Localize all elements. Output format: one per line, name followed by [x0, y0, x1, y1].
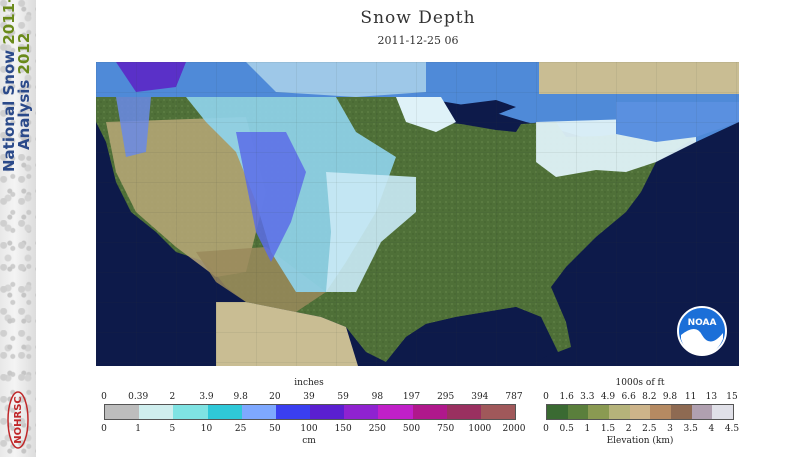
- snow-legend-tick-label: 25: [234, 424, 247, 434]
- elevation-legend-tick-label: 4.5: [724, 424, 740, 434]
- page-title: Snow Depth: [360, 8, 476, 28]
- snow-legend-swatch: [412, 405, 447, 419]
- elevation-legend-swatch: [567, 405, 589, 419]
- elevation-legend-km-unit: Elevation (km): [606, 436, 674, 446]
- snow-legend-cm-unit: cm: [302, 436, 316, 446]
- elevation-legend-tick-label: 0.5: [559, 424, 574, 434]
- elevation-legend-tick-label: 2: [625, 424, 632, 434]
- elevation-legend-swatch: [691, 405, 713, 419]
- elevation-legend-tick-label: 3.5: [683, 424, 698, 434]
- snow-legend-swatch: [344, 405, 379, 419]
- snow-legend-tick-label: 0.39: [128, 392, 149, 402]
- snow-legend-inches-unit: inches: [294, 378, 324, 388]
- snow-texture: [0, 0, 36, 457]
- elevation-legend-swatch: [609, 405, 630, 419]
- snow-legend-tick-label: 98: [371, 392, 384, 402]
- nohrsc-logo-text: NOHRSC: [13, 396, 24, 443]
- elevation-legend-swatch: [629, 405, 651, 419]
- elevation-legend-swatch: [650, 405, 672, 419]
- snow-legend-tick-label: 3.9: [199, 392, 214, 402]
- elevation-legend-tick-label: 15: [726, 392, 738, 402]
- snow-legend-tick-label: 100: [300, 424, 318, 434]
- snow-legend-tick-label: 394: [471, 392, 489, 402]
- elevation-legend-tick-label: 4: [708, 424, 715, 434]
- snow-legend-tick-label: 150: [334, 424, 352, 434]
- elevation-legend-tick-label: 1.6: [559, 392, 574, 402]
- elevation-legend-swatch: [547, 405, 568, 419]
- elevation-legend-tick-label: 1: [584, 424, 591, 434]
- noaa-logo: NOAA: [677, 306, 727, 356]
- elevation-legend-tick-label: 3: [667, 424, 673, 434]
- snow-legend-tick-label: 1: [135, 424, 142, 434]
- map-canvas: [96, 62, 739, 366]
- snow-legend-swatch: [275, 405, 311, 419]
- snow-legend-swatch: [139, 405, 174, 419]
- snow-legend-tick-label: 20: [269, 392, 281, 402]
- elevation-legend-tick-label: 9.8: [662, 392, 678, 402]
- elevation-legend-tick-label: 1.5: [600, 424, 616, 434]
- elevation-legend-tick-label: 0: [543, 392, 549, 402]
- snow-legend-tick-label: 750: [437, 424, 455, 434]
- snow-legend-tick-label: 1000: [468, 424, 492, 434]
- snow-legend-tick-label: 59: [337, 392, 349, 402]
- snow-legend-swatch: [446, 405, 481, 419]
- snow-legend-tick-label: 500: [402, 424, 421, 434]
- snow-legend-tick-label: 39: [303, 392, 315, 402]
- snow-legend-tick-label: 250: [368, 424, 386, 434]
- elevation-legend-tick-label: 8.2: [642, 392, 657, 402]
- snow-legend-tick-label: 0: [101, 424, 107, 434]
- elevation-legend-tick-label: 0: [543, 424, 549, 434]
- snow-legend-tick-label: 295: [437, 392, 455, 402]
- snow-legend-tick-label: 787: [505, 392, 523, 402]
- snow-legend-tick-label: 5: [169, 424, 176, 434]
- brand-line-2: Analysis: [15, 74, 33, 150]
- snow-legend-swatch: [105, 405, 140, 419]
- elevation-legend-tick-label: 11: [684, 392, 697, 402]
- snow-legend-swatch: [207, 405, 242, 419]
- noaa-logo-text: NOAA: [688, 318, 717, 328]
- sidebar-banner: National Snow 2011- Analysis 2012 NOHRSC: [0, 0, 36, 457]
- elevation-legend-swatch: [712, 405, 734, 419]
- analysis-date: 2011-12-25 06: [377, 34, 459, 47]
- elevation-legend-tick-label: 4.9: [600, 392, 616, 402]
- snow-legend-tick-label: 9.8: [233, 392, 248, 402]
- elevation-legend-swatch: [671, 405, 692, 419]
- elevation-legend-feet-unit: 1000s of ft: [615, 378, 665, 388]
- snow-legend-tick-label: 2: [169, 392, 176, 402]
- snow-legend-swatch: [378, 405, 413, 419]
- nohrsc-logo: NOHRSC: [7, 391, 29, 449]
- elevation-legend-swatch: [588, 405, 610, 419]
- snow-legend-swatch: [480, 405, 516, 419]
- elevation-legend-colorbar: [546, 404, 734, 420]
- elevation-legend-tick-label: 13: [705, 392, 718, 402]
- snow-legend-tick-label: 2000: [502, 424, 526, 434]
- snow-legend-swatch: [173, 405, 208, 419]
- snow-legend-swatch: [310, 405, 345, 419]
- snow-legend-tick-label: 0: [101, 392, 107, 402]
- elevation-legend-tick-label: 3.3: [580, 392, 595, 402]
- snow-legend-tick-label: 197: [402, 392, 421, 402]
- snow-legend-tick-label: 50: [269, 424, 281, 434]
- elevation-legend-tick-label: 6.6: [621, 392, 636, 402]
- snow-legend-colorbar: [104, 404, 516, 420]
- snow-legend-tick-label: 10: [200, 424, 213, 434]
- state-grid: [96, 62, 739, 366]
- snow-depth-map[interactable]: [96, 62, 739, 366]
- snow-legend-swatch: [241, 405, 276, 419]
- elevation-legend-tick-label: 2.5: [642, 424, 657, 434]
